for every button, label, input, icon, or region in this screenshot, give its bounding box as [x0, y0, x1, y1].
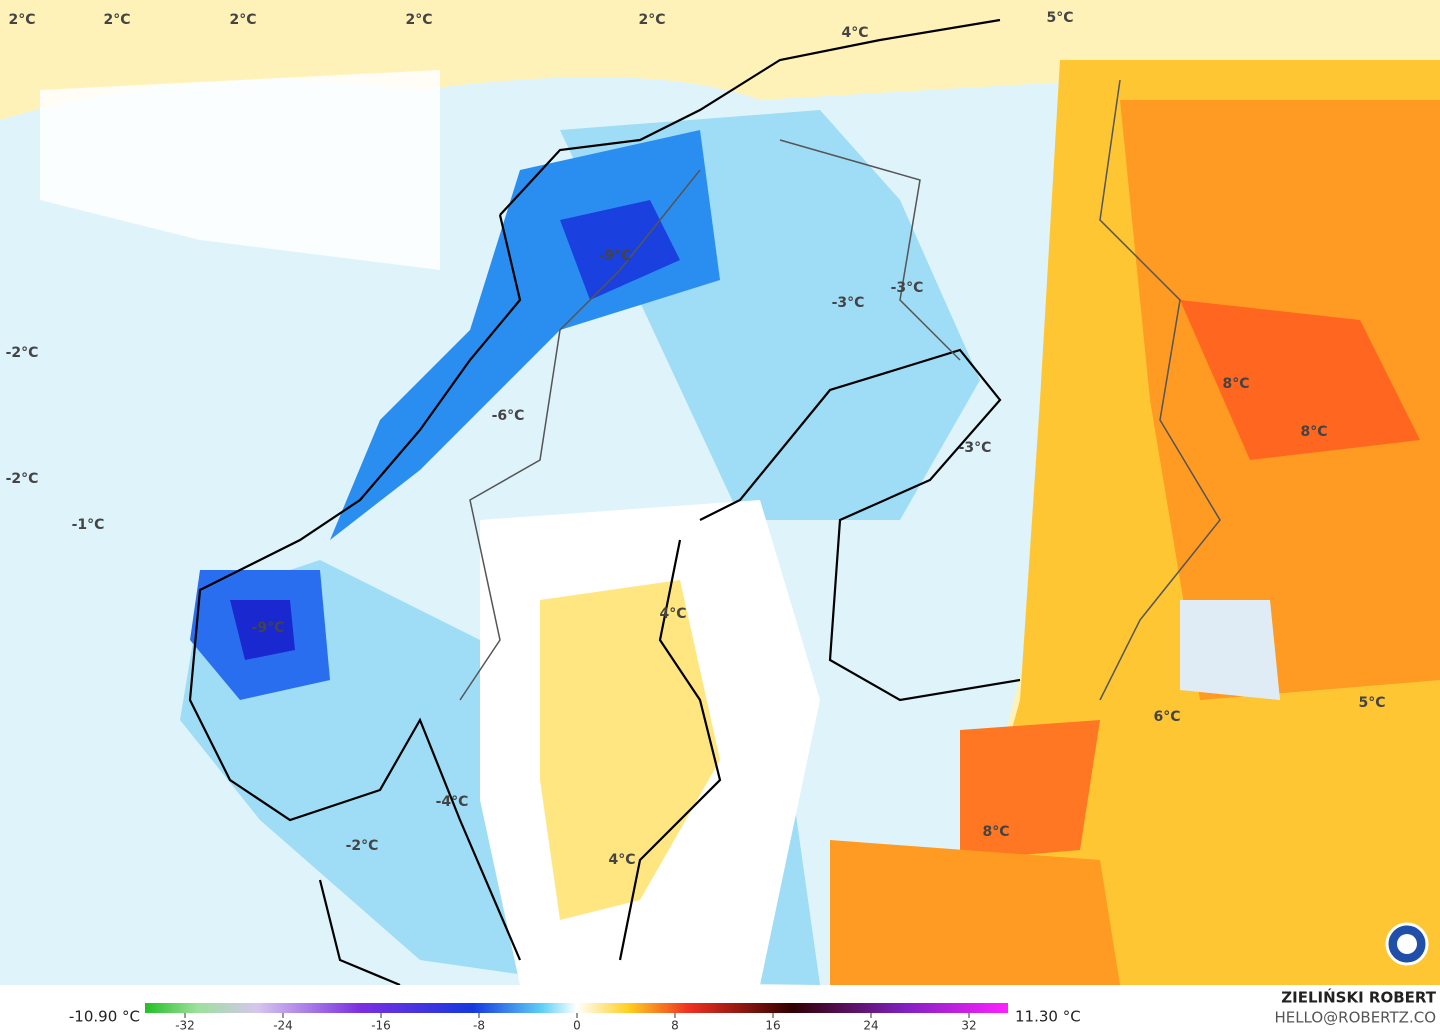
colorbar-tick-label: -16	[371, 1019, 391, 1033]
temperature-labels: 2°C 2°C 2°C 2°C 2°C 4°C 5°C -2°C -2°C -1°C -9°C -3°…	[6, 10, 1386, 868]
temperature-label: 4°C	[659, 606, 686, 622]
temperature-label: 4°C	[841, 25, 868, 41]
colorbar-tick-label: -8	[473, 1019, 485, 1033]
borders	[459, 79, 1221, 701]
temperature-label: -9°C	[252, 620, 285, 636]
temperature-label: -3°C	[959, 440, 992, 456]
temperature-label: 4°C	[608, 852, 635, 868]
temperature-label: -3°C	[891, 280, 924, 296]
temperature-label: -2°C	[6, 471, 39, 487]
colorbar-tick-label: 16	[765, 1019, 780, 1033]
colorbar-max: 11.30 °C	[1015, 1008, 1081, 1026]
temperature-label: -2°C	[346, 838, 379, 854]
colorbar-tick-label: 8	[671, 1019, 679, 1033]
temperature-label: 2°C	[229, 12, 256, 28]
colorbar-tick-label: 0	[573, 1019, 581, 1033]
temperature-label: 8°C	[1300, 424, 1327, 440]
temperature-label: -2°C	[6, 345, 39, 361]
colorbar-tick-label: -32	[175, 1019, 195, 1033]
temperature-label: 2°C	[638, 12, 665, 28]
colorbar-tick-label: 24	[863, 1019, 878, 1033]
temperature-label: 2°C	[8, 12, 35, 28]
colorbar-min: -10.90 °C	[69, 1008, 140, 1026]
colorbar-tick-label: 32	[961, 1019, 976, 1033]
credit-name: ZIELIŃSKI ROBERT	[1281, 988, 1436, 1007]
temperature-label: 8°C	[982, 824, 1009, 840]
noaa-logo	[1385, 922, 1429, 966]
temperature-label: -1°C	[72, 517, 105, 533]
credit-email: HELLO@ROBERTZ.CO	[1274, 1009, 1436, 1027]
temperature-label: 6°C	[1153, 709, 1180, 725]
temperature-label: 5°C	[1046, 10, 1073, 26]
temperature-label: 2°C	[405, 12, 432, 28]
temperature-label: 2°C	[103, 12, 130, 28]
map-background	[0, 0, 1440, 986]
coastlines	[188, 18, 1021, 987]
temperature-label: 8°C	[1222, 376, 1249, 392]
colorbar-tick-label: -24	[273, 1019, 293, 1033]
temperature-label: -4°C	[436, 794, 469, 810]
temperature-label: -6°C	[492, 408, 525, 424]
temperature-label: -3°C	[832, 295, 865, 311]
colorbar	[145, 1003, 1008, 1013]
temperature-label: -9°C	[599, 248, 632, 264]
temperature-label: 5°C	[1358, 695, 1385, 711]
